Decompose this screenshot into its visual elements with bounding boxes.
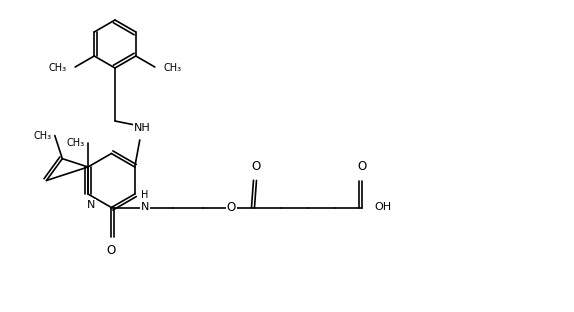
Text: CH₃: CH₃ — [67, 138, 85, 148]
Text: CH₃: CH₃ — [34, 130, 52, 140]
Text: NH: NH — [133, 123, 150, 133]
Text: N: N — [87, 200, 95, 210]
Text: CH₃: CH₃ — [48, 63, 66, 73]
Text: OH: OH — [374, 202, 391, 212]
Text: N: N — [141, 202, 149, 212]
Text: O: O — [107, 244, 116, 257]
Text: H: H — [141, 191, 149, 201]
Text: O: O — [358, 160, 367, 173]
Text: O: O — [252, 160, 261, 173]
Text: O: O — [227, 201, 236, 214]
Text: CH₃: CH₃ — [164, 63, 182, 73]
